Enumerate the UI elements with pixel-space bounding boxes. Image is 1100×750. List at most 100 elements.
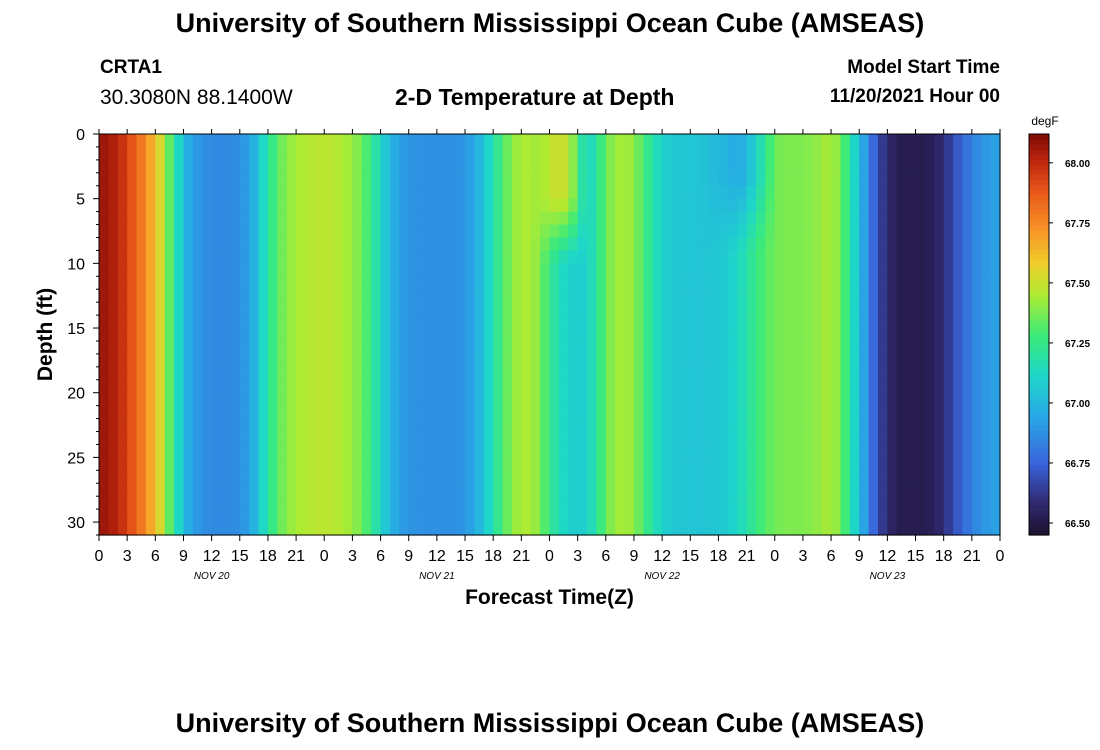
- heatmap-cell: [774, 353, 785, 368]
- heatmap-cell: [690, 470, 701, 484]
- heatmap-cell: [305, 159, 316, 174]
- heatmap-cell: [530, 418, 541, 433]
- heatmap-cell: [136, 211, 147, 226]
- heatmap-cell: [971, 302, 982, 316]
- heatmap-cell: [971, 211, 982, 226]
- heatmap-cell: [418, 276, 429, 290]
- heatmap-cell: [962, 224, 973, 239]
- heatmap-cell: [418, 224, 429, 239]
- heatmap-cell: [399, 211, 410, 226]
- heatmap-cell: [380, 340, 391, 355]
- heatmap-cell: [493, 522, 504, 536]
- heatmap-cell: [615, 509, 626, 523]
- heatmap-cell: [502, 289, 513, 303]
- heatmap-cell: [333, 470, 344, 484]
- heatmap-cell: [286, 392, 297, 407]
- heatmap-cell: [474, 185, 485, 200]
- heatmap-cell: [971, 263, 982, 277]
- heatmap-cell: [183, 302, 194, 316]
- heatmap-cell: [849, 522, 860, 536]
- heatmap-cell: [643, 379, 654, 394]
- heatmap-cell: [446, 379, 457, 394]
- heatmap-cell: [887, 328, 898, 342]
- heatmap-cell: [690, 276, 701, 290]
- heatmap-cell: [277, 185, 288, 200]
- heatmap-cell: [521, 276, 532, 290]
- heatmap-cell: [690, 522, 701, 536]
- heatmap-cell: [267, 483, 278, 497]
- heatmap-cell: [164, 237, 175, 252]
- heatmap-cell: [305, 328, 316, 342]
- heatmap-cell: [737, 172, 748, 187]
- heatmap-cell: [427, 159, 438, 174]
- heatmap-cell: [934, 431, 945, 446]
- heatmap-cell: [577, 457, 588, 471]
- heatmap-cell: [296, 224, 307, 239]
- x-tick-label: 3: [798, 548, 807, 565]
- heatmap-cell: [314, 134, 325, 148]
- heatmap-cell: [296, 366, 307, 381]
- colorbar-segment: [1029, 199, 1049, 205]
- heatmap-cell: [943, 392, 954, 407]
- heatmap-cell: [840, 159, 851, 174]
- heatmap-cell: [333, 263, 344, 277]
- heatmap-cell: [418, 250, 429, 264]
- heatmap-cell: [699, 224, 710, 239]
- heatmap-cell: [483, 366, 494, 381]
- heatmap-cell: [446, 159, 457, 174]
- heatmap-cell: [765, 328, 776, 342]
- heatmap-cell: [746, 263, 757, 277]
- heatmap-cell: [493, 444, 504, 458]
- colorbar-segment: [1029, 159, 1049, 165]
- heatmap-cell: [136, 379, 147, 394]
- heatmap-cell: [821, 276, 832, 290]
- heatmap-cell: [230, 224, 241, 239]
- heatmap-cell: [183, 289, 194, 303]
- heatmap-cell: [643, 224, 654, 239]
- heatmap-cell: [943, 263, 954, 277]
- heatmap-cell: [286, 250, 297, 264]
- heatmap-cell: [924, 198, 935, 213]
- heatmap-cell: [136, 457, 147, 471]
- heatmap-cell: [577, 276, 588, 290]
- heatmap-cell: [361, 302, 372, 316]
- heatmap-cell: [990, 483, 1001, 497]
- heatmap-cell: [483, 198, 494, 213]
- x-tick-label: 21: [738, 548, 756, 565]
- heatmap-cell: [455, 483, 466, 497]
- heatmap-cell: [230, 328, 241, 342]
- heatmap-cell: [483, 134, 494, 148]
- heatmap-cell: [174, 522, 185, 536]
- heatmap-cell: [530, 276, 541, 290]
- heatmap-cell: [906, 185, 917, 200]
- heatmap-cell: [296, 483, 307, 497]
- heatmap-cell: [680, 470, 691, 484]
- heatmap-cell: [821, 470, 832, 484]
- heatmap-cell: [831, 353, 842, 368]
- heatmap-cell: [127, 444, 138, 458]
- heatmap-cell: [596, 302, 607, 316]
- heatmap-cell: [633, 134, 644, 148]
- heatmap-cell: [765, 198, 776, 213]
- heatmap-cell: [408, 483, 419, 497]
- heatmap-cell: [164, 379, 175, 394]
- heatmap-cell: [718, 431, 729, 446]
- heatmap-cell: [774, 366, 785, 381]
- heatmap-cell: [624, 263, 635, 277]
- heatmap-cell: [258, 522, 269, 536]
- heatmap-cell: [127, 250, 138, 264]
- heatmap-cell: [727, 431, 738, 446]
- heatmap-cell: [474, 289, 485, 303]
- heatmap-cell: [784, 366, 795, 381]
- heatmap-cell: [896, 470, 907, 484]
- heatmap-cell: [99, 353, 109, 368]
- heatmap-cell: [493, 457, 504, 471]
- heatmap-cell: [934, 379, 945, 394]
- heatmap-cell: [896, 405, 907, 420]
- heatmap-cell: [915, 211, 926, 226]
- heatmap-cell: [136, 276, 147, 290]
- heatmap-cell: [549, 172, 560, 187]
- heatmap-cell: [840, 146, 851, 161]
- heatmap-cell: [521, 198, 532, 213]
- heatmap-cell: [906, 418, 917, 433]
